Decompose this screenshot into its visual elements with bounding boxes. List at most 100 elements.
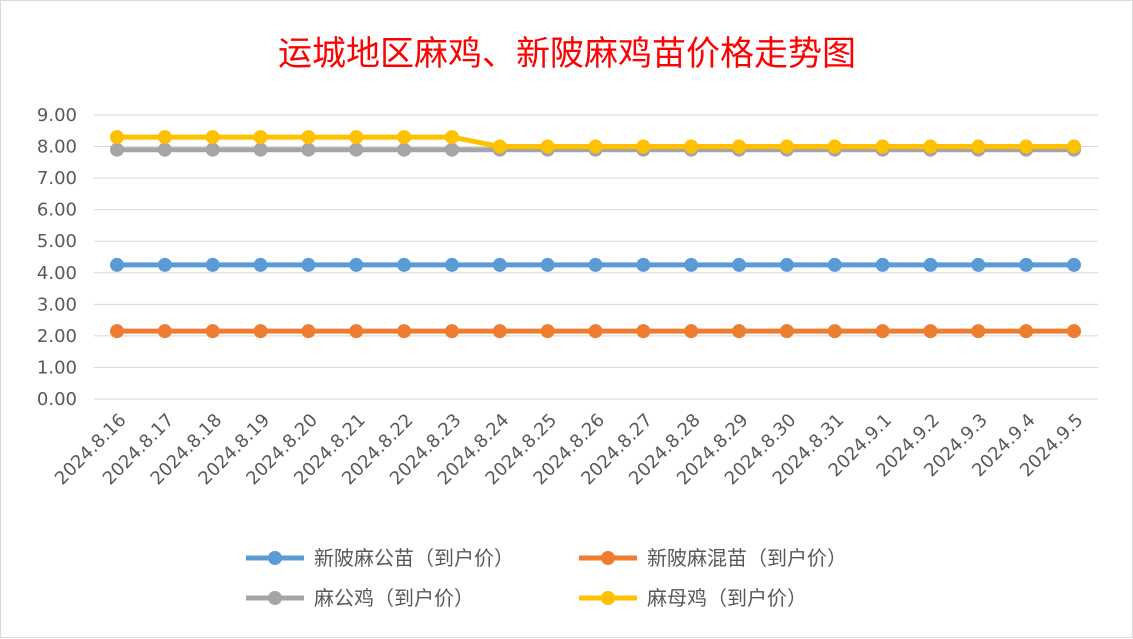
data-point	[157, 324, 172, 339]
series-0	[110, 257, 1081, 272]
data-point	[253, 142, 268, 157]
data-point	[301, 142, 316, 157]
data-point	[110, 130, 124, 145]
legend: 新陂麻公苗（到户价） 新陂麻混苗（到户价） 麻公鸡（到户价） 麻母鸡（到户价）	[246, 546, 847, 610]
y-tick-label: 6.00	[37, 200, 77, 221]
data-point	[923, 324, 938, 339]
data-point	[684, 324, 699, 339]
data-point	[779, 324, 794, 339]
data-point	[684, 139, 699, 154]
legend-swatch-marker	[601, 551, 615, 565]
data-point	[397, 130, 412, 145]
data-point	[492, 324, 507, 339]
data-point	[1067, 257, 1081, 272]
data-point	[1019, 324, 1034, 339]
data-point	[732, 257, 747, 272]
data-point	[349, 142, 364, 157]
data-point	[971, 257, 986, 272]
data-point	[397, 257, 412, 272]
y-tick-label: 9.00	[37, 105, 77, 126]
data-point	[157, 130, 172, 145]
legend-label: 新陂麻公苗（到户价）	[314, 546, 514, 570]
y-tick-label: 2.00	[37, 326, 77, 347]
series-lines	[110, 130, 1081, 339]
data-point	[1067, 139, 1081, 154]
legend-label: 麻母鸡（到户价）	[647, 586, 807, 610]
data-point	[827, 139, 842, 154]
data-point	[923, 139, 938, 154]
y-tick-label: 8.00	[37, 137, 77, 158]
data-point	[1019, 257, 1034, 272]
data-point	[684, 257, 699, 272]
y-tick-label: 7.00	[37, 168, 77, 189]
data-point	[540, 257, 555, 272]
data-point	[827, 324, 842, 339]
data-point	[301, 130, 316, 145]
legend-swatch-marker	[601, 591, 615, 605]
legend-label: 麻公鸡（到户价）	[314, 586, 474, 610]
y-tick-label: 4.00	[37, 263, 77, 284]
data-point	[732, 324, 747, 339]
series-3	[110, 130, 1081, 154]
data-point	[636, 257, 651, 272]
data-point	[444, 130, 459, 145]
data-point	[349, 130, 364, 145]
data-point	[540, 139, 555, 154]
data-point	[971, 139, 986, 154]
data-point	[636, 139, 651, 154]
legend-item: 新陂麻混苗（到户价）	[579, 546, 847, 570]
chart-title: 运城地区麻鸡、新陂麻鸡苗价格走势图	[278, 34, 856, 74]
data-point	[253, 257, 268, 272]
data-point	[253, 130, 268, 145]
data-point	[444, 142, 459, 157]
data-point	[444, 257, 459, 272]
data-point	[971, 324, 986, 339]
data-point	[875, 139, 890, 154]
data-point	[205, 130, 220, 145]
data-point	[349, 257, 364, 272]
legend-item: 新陂麻公苗（到户价）	[246, 546, 514, 570]
data-point	[253, 324, 268, 339]
data-point	[732, 139, 747, 154]
y-tick-label: 5.00	[37, 231, 77, 252]
data-point	[492, 257, 507, 272]
y-axis-ticks: 0.00 1.00 2.00 3.00 4.00 5.00 6.00 7.00 8.00 9.00	[37, 105, 77, 410]
series-1	[110, 324, 1081, 339]
data-point	[492, 139, 507, 154]
data-point	[827, 257, 842, 272]
data-point	[301, 257, 316, 272]
data-point	[110, 142, 124, 157]
legend-swatch-marker	[268, 591, 282, 605]
data-point	[205, 142, 220, 157]
data-point	[397, 142, 412, 157]
data-point	[1019, 139, 1034, 154]
legend-item: 麻公鸡（到户价）	[246, 586, 474, 610]
data-point	[110, 324, 124, 339]
data-point	[779, 257, 794, 272]
y-tick-label: 1.00	[37, 357, 77, 378]
data-point	[875, 257, 890, 272]
data-point	[444, 324, 459, 339]
data-point	[636, 324, 651, 339]
data-point	[588, 324, 603, 339]
data-point	[205, 324, 220, 339]
legend-swatch-marker	[268, 551, 282, 565]
data-point	[157, 257, 172, 272]
legend-item: 麻母鸡（到户价）	[579, 586, 807, 610]
data-point	[923, 257, 938, 272]
gridlines	[94, 114, 1098, 400]
data-point	[349, 324, 364, 339]
x-axis-ticks: 2024.8.162024.8.172024.8.182024.8.192024…	[51, 410, 1088, 490]
data-point	[875, 324, 890, 339]
data-point	[588, 139, 603, 154]
data-point	[110, 257, 124, 272]
data-point	[540, 324, 555, 339]
data-point	[301, 324, 316, 339]
data-point	[397, 324, 412, 339]
data-point	[157, 142, 172, 157]
legend-label: 新陂麻混苗（到户价）	[647, 546, 847, 570]
y-tick-label: 0.00	[37, 389, 77, 410]
data-point	[1067, 324, 1081, 339]
